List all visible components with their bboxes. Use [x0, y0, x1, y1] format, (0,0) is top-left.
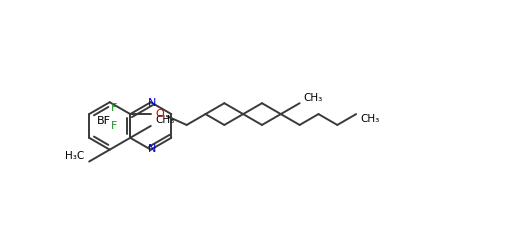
- Text: N: N: [147, 98, 156, 108]
- Text: N: N: [147, 144, 156, 154]
- Text: O: O: [156, 109, 164, 119]
- Text: CH₃: CH₃: [360, 114, 379, 124]
- Text: F: F: [111, 121, 118, 131]
- Text: CH₃: CH₃: [155, 115, 174, 125]
- Text: F: F: [111, 103, 118, 113]
- Text: BF: BF: [96, 116, 111, 126]
- Text: CH₃: CH₃: [304, 93, 323, 103]
- Text: H₃C: H₃C: [65, 151, 84, 161]
